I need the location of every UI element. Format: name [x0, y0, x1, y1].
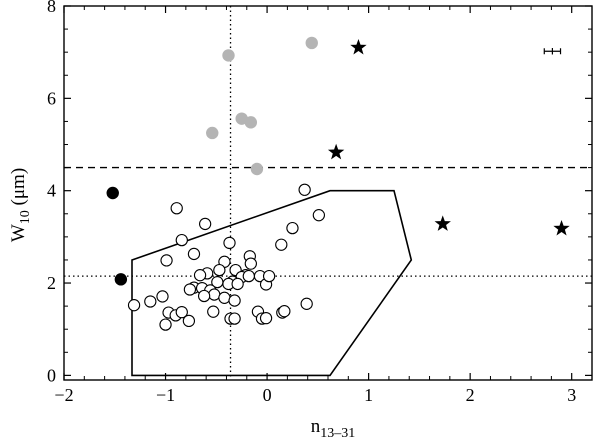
- y-axis-label: W10 (μm): [8, 168, 33, 242]
- data-point-open-circle: [312, 209, 326, 222]
- data-point-open-circle: [144, 295, 157, 308]
- y-tick-label: 0: [47, 365, 56, 385]
- data-point-open-circle: [175, 233, 188, 247]
- data-point-gray-circle: [305, 36, 318, 50]
- data-point-open-circle: [242, 269, 255, 283]
- x-tick-label: 0: [263, 385, 272, 405]
- data-point-open-circle: [198, 217, 212, 231]
- x-axis-label-sub: 13–31: [320, 426, 355, 440]
- y-axis-label-unit: (μm): [8, 168, 29, 210]
- data-point-open-circle: [193, 269, 207, 282]
- data-point-open-circle: [278, 305, 291, 318]
- x-tick-label: −1: [156, 385, 175, 405]
- data-point-open-circle: [223, 236, 236, 250]
- data-point-open-circle: [197, 289, 211, 303]
- data-point-open-circle: [286, 221, 299, 235]
- data-point-open-circle: [218, 291, 231, 304]
- data-point-gray-circle: [222, 49, 235, 62]
- data-point-star: [434, 215, 451, 231]
- data-point-open-circle: [213, 263, 226, 277]
- y-tick-label: 6: [47, 88, 56, 108]
- region-layer: [131, 189, 413, 377]
- y-tick-label: 2: [47, 273, 56, 293]
- data-point-gray-circle: [250, 162, 264, 176]
- data-point-star: [350, 38, 367, 55]
- data-point-open-circle: [259, 311, 273, 325]
- data-point-open-circle: [300, 297, 313, 310]
- region-polygon: [131, 189, 413, 377]
- data-point-open-circle: [156, 290, 169, 303]
- y-tick-label: 8: [47, 0, 56, 16]
- data-point-open-circle: [159, 318, 172, 331]
- points-layer: [106, 36, 570, 331]
- data-point-open-circle: [207, 305, 220, 318]
- y-tick-label: 4: [47, 181, 56, 201]
- data-point-open-circle: [182, 314, 196, 328]
- data-point-open-circle: [127, 299, 141, 312]
- plot-frame: [63, 5, 593, 381]
- data-point-open-circle: [170, 202, 183, 215]
- x-tick-label: 3: [567, 385, 576, 405]
- data-point-gray-circle: [206, 126, 219, 140]
- data-point-gray-circle: [244, 116, 258, 129]
- data-point-open-circle: [275, 238, 288, 251]
- data-point-star: [553, 219, 570, 236]
- data-point-open-circle: [298, 183, 311, 196]
- data-point-open-circle: [228, 312, 241, 325]
- ticks-layer: −2 −1 0 1 2 3 0 2 4 6 8: [47, 0, 593, 405]
- data-point-open-circle: [187, 247, 201, 261]
- x-axis-label: n13–31: [311, 416, 356, 440]
- y-axis-label-main: W: [8, 224, 29, 242]
- data-point-filled-circle: [114, 273, 128, 286]
- data-point-filled-circle: [106, 186, 119, 200]
- data-point-open-circle: [228, 294, 241, 307]
- data-point-open-circle: [175, 305, 188, 319]
- y-axis-label-sub: 10: [18, 210, 33, 224]
- x-tick-label: 2: [466, 385, 475, 405]
- data-point-open-circle: [183, 283, 197, 296]
- data-point-open-circle: [244, 257, 257, 270]
- data-point-open-circle: [160, 254, 173, 267]
- plot-frame-layer: [63, 5, 593, 381]
- data-point-open-circle: [208, 288, 221, 301]
- reference-lines-layer: [64, 6, 592, 380]
- data-point-open-circle: [262, 269, 276, 283]
- x-tick-label: −2: [54, 385, 73, 405]
- x-tick-label: 1: [364, 385, 373, 405]
- data-point-star: [327, 143, 345, 160]
- x-axis-label-main: n: [311, 416, 321, 437]
- data-point-open-circle: [231, 277, 244, 291]
